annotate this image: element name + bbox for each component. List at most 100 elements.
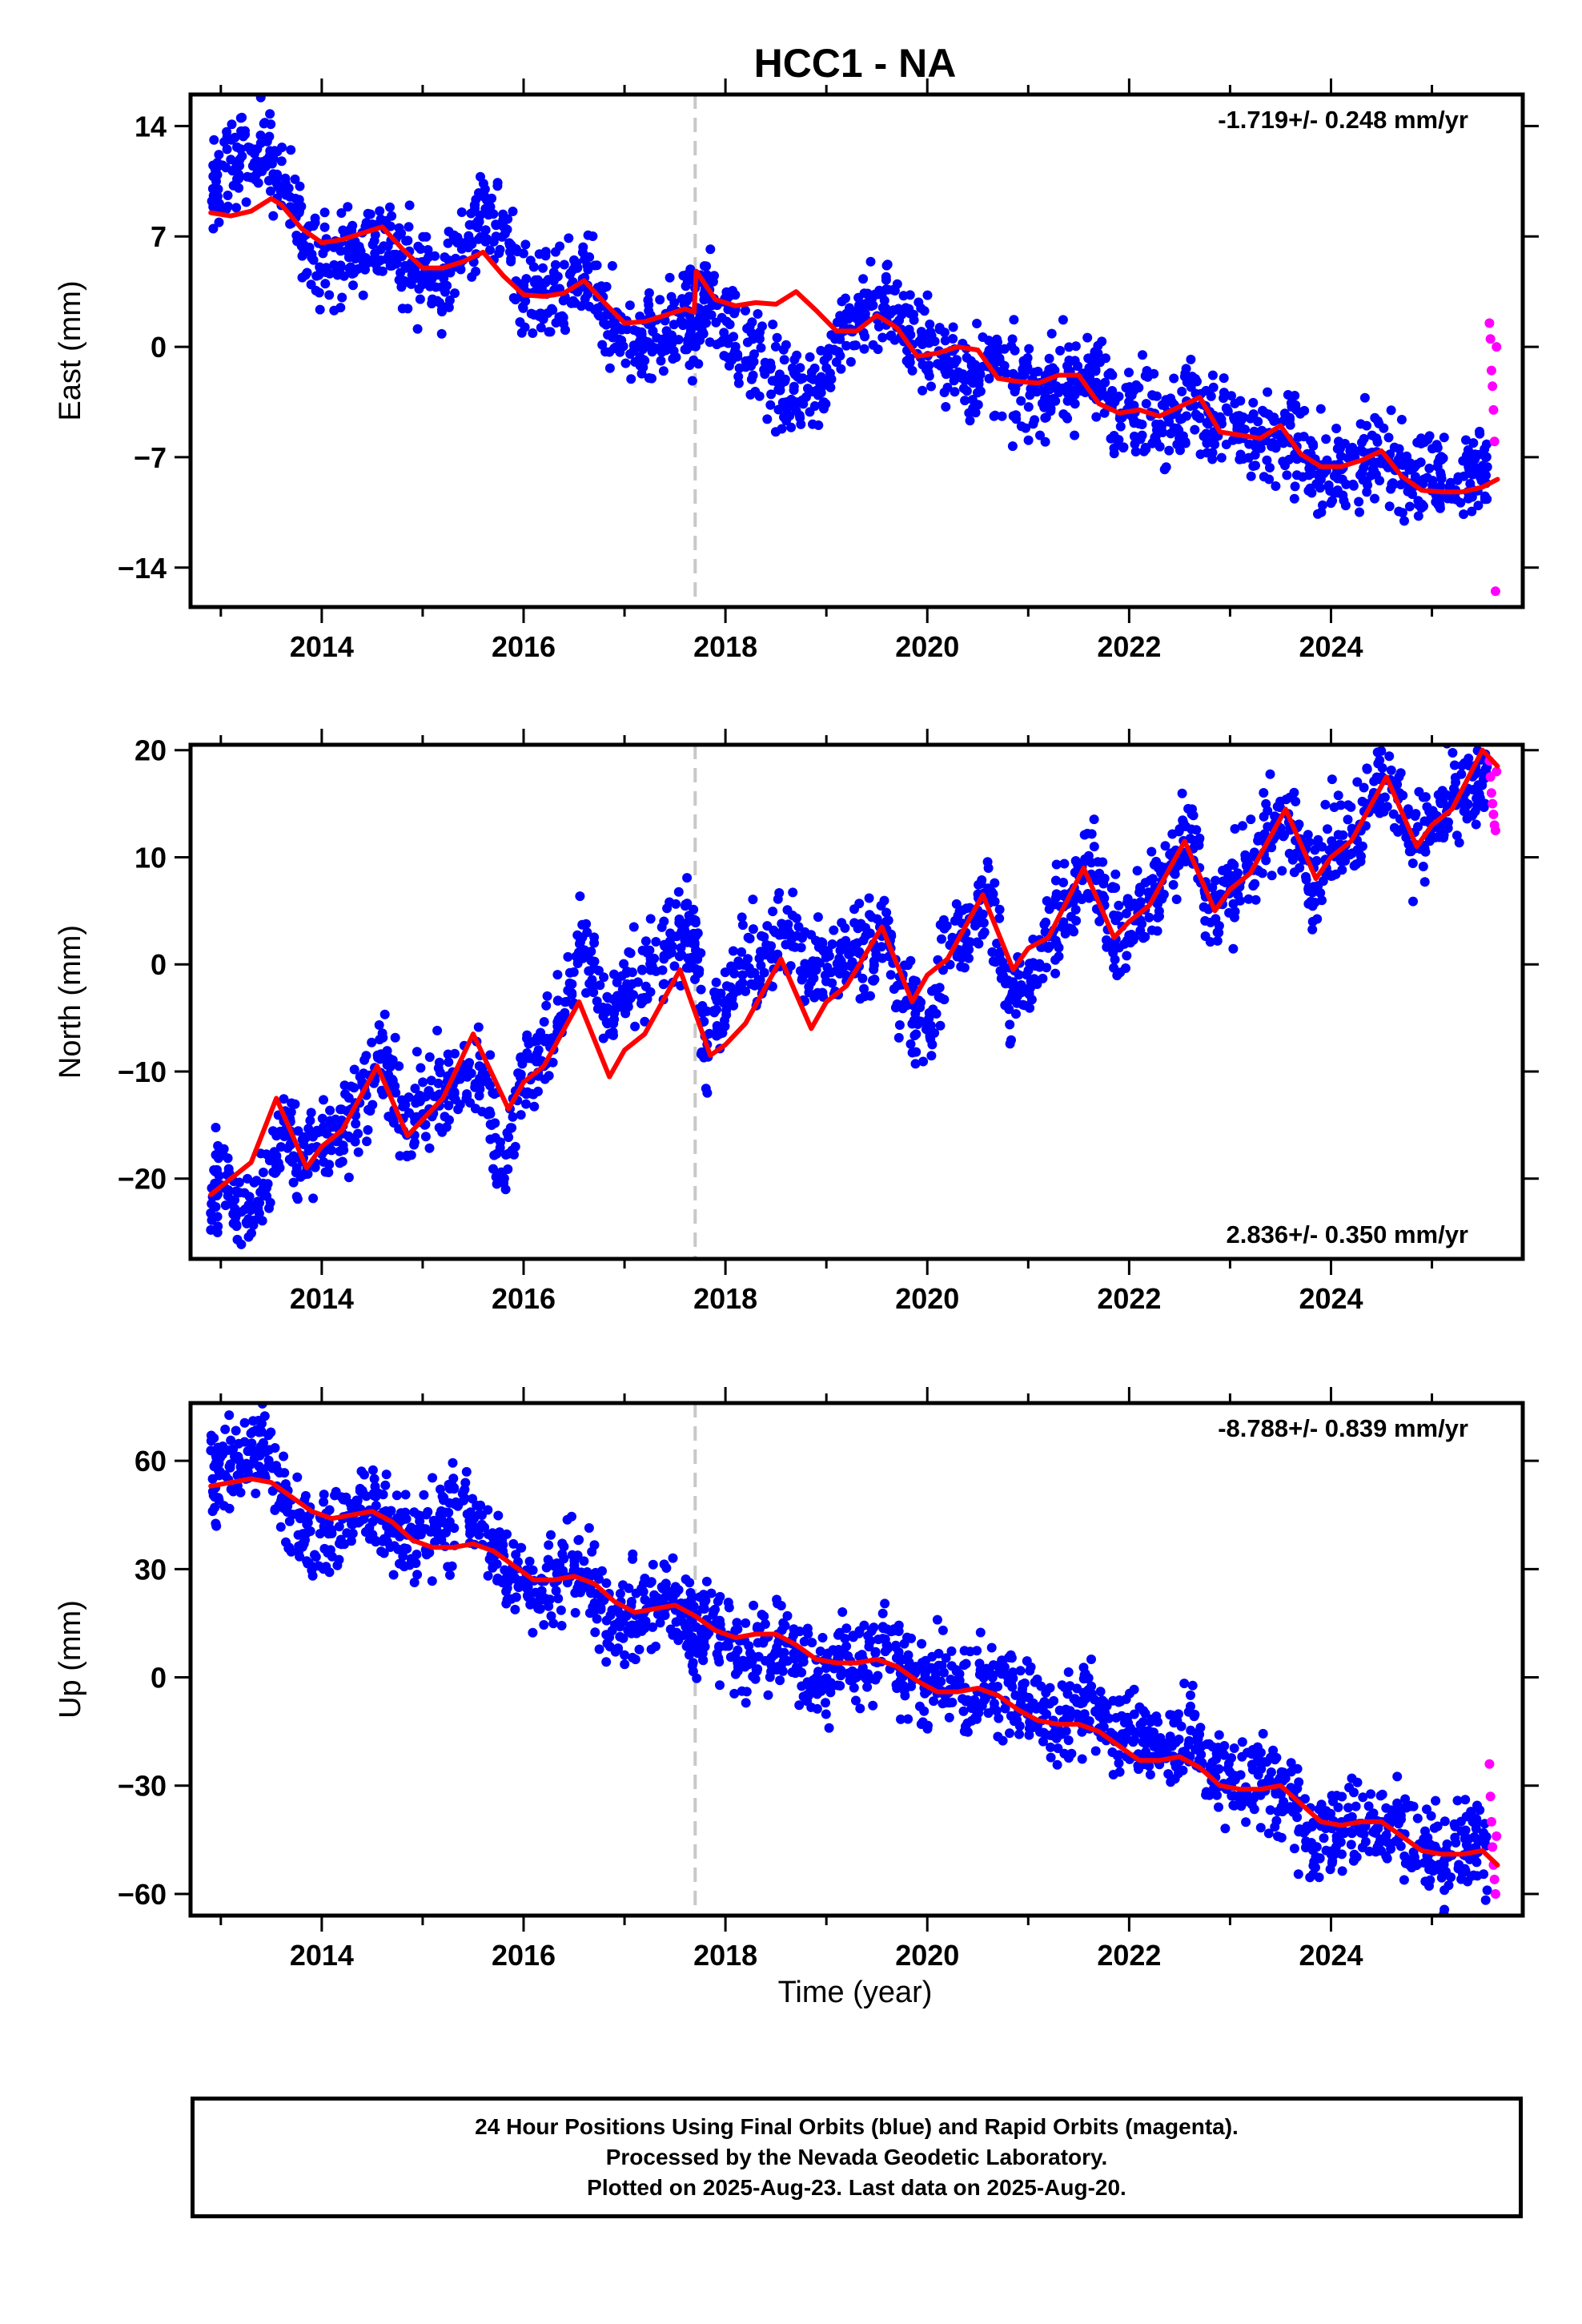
north-final-orbit-point bbox=[817, 937, 827, 947]
north-final-orbit-point bbox=[865, 991, 875, 1001]
up-final-orbit-point bbox=[367, 1517, 378, 1527]
north-final-orbit-point bbox=[541, 1000, 552, 1011]
up-final-orbit-point bbox=[404, 1560, 415, 1570]
north-final-orbit-point bbox=[1135, 884, 1146, 895]
east-final-orbit-point bbox=[270, 146, 279, 156]
east-final-orbit-point bbox=[491, 220, 501, 231]
up-final-orbit-point bbox=[782, 1610, 793, 1621]
north-final-orbit-point bbox=[1024, 988, 1034, 999]
east-final-orbit-point bbox=[360, 264, 370, 275]
east-final-orbit-point bbox=[342, 246, 351, 256]
east-final-orbit-point bbox=[1249, 426, 1259, 436]
north-final-orbit-point bbox=[1418, 792, 1428, 802]
east-final-orbit-point bbox=[469, 219, 479, 230]
up-final-orbit-point bbox=[747, 1656, 757, 1667]
up-final-orbit-point bbox=[803, 1629, 813, 1639]
north-final-orbit-point bbox=[264, 1156, 275, 1166]
east-final-orbit-point bbox=[361, 218, 371, 227]
north-final-orbit-point bbox=[1110, 869, 1121, 879]
up-final-orbit-point bbox=[1035, 1727, 1045, 1737]
east-final-orbit-point bbox=[1216, 452, 1227, 463]
east-final-orbit-point bbox=[320, 279, 331, 289]
up-final-orbit-points bbox=[206, 1403, 1492, 1916]
north-final-orbit-point bbox=[624, 947, 634, 957]
east-final-orbit-point bbox=[529, 310, 540, 320]
up-final-orbit-point bbox=[990, 1703, 1000, 1714]
up-final-orbit-point bbox=[1046, 1742, 1056, 1752]
east-final-orbit-point bbox=[485, 245, 495, 255]
up-final-orbit-point bbox=[975, 1665, 986, 1675]
east-final-orbit-point bbox=[492, 178, 503, 188]
east-final-orbit-point bbox=[1250, 450, 1260, 460]
up-final-orbit-point bbox=[836, 1665, 846, 1675]
east-final-orbit-point bbox=[402, 277, 412, 287]
up-final-orbit-point bbox=[256, 1466, 267, 1477]
north-final-orbit-point bbox=[1401, 832, 1411, 842]
east-final-orbit-point bbox=[1024, 344, 1034, 354]
up-final-orbit-point bbox=[1005, 1728, 1014, 1739]
up-final-orbit-point bbox=[773, 1598, 783, 1609]
up-final-orbit-point bbox=[445, 1570, 455, 1580]
north-final-orbit-point bbox=[671, 899, 681, 909]
up-final-orbit-point bbox=[939, 1667, 949, 1678]
north-final-orbit-point bbox=[1089, 842, 1099, 852]
north-final-orbit-point bbox=[1230, 912, 1239, 923]
north-final-orbit-point bbox=[744, 963, 754, 973]
north-final-orbit-point bbox=[319, 1095, 328, 1105]
up-final-orbit-point bbox=[218, 1441, 228, 1451]
east-final-orbit-point bbox=[1318, 500, 1327, 510]
up-final-orbit-point bbox=[966, 1715, 977, 1726]
north-final-orbit-point bbox=[1075, 893, 1086, 903]
east-final-orbit-point bbox=[1219, 373, 1229, 384]
up-final-orbit-point bbox=[573, 1535, 584, 1546]
north-final-orbit-point bbox=[1301, 871, 1311, 882]
east-final-orbit-point bbox=[1137, 430, 1147, 440]
east-final-orbit-point bbox=[1307, 488, 1317, 498]
north-final-orbit-point bbox=[503, 1164, 513, 1174]
east-final-orbit-point bbox=[231, 203, 242, 213]
east-final-orbit-point bbox=[276, 156, 287, 167]
north-final-orbit-point bbox=[1279, 831, 1289, 842]
east-final-orbit-point bbox=[391, 249, 401, 259]
north-final-orbit-point bbox=[693, 968, 703, 979]
east-final-orbit-point bbox=[1248, 397, 1259, 408]
east-final-orbit-point bbox=[1164, 445, 1174, 456]
up-final-orbit-point bbox=[409, 1507, 420, 1518]
north-final-orbit-point bbox=[236, 1239, 247, 1249]
east-rate-label: -1.719+/- 0.248 mm/yr bbox=[1218, 106, 1468, 134]
north-final-orbit-point bbox=[1207, 883, 1218, 893]
up-final-orbit-point bbox=[460, 1484, 470, 1494]
up-final-orbit-point bbox=[686, 1594, 697, 1604]
east-final-orbit-point bbox=[1070, 430, 1080, 440]
up-final-orbit-point bbox=[889, 1624, 899, 1634]
east-final-orbit-point bbox=[431, 282, 441, 292]
north-final-orbit-point bbox=[857, 973, 868, 983]
north-final-orbit-point bbox=[325, 1105, 335, 1116]
up-final-orbit-point bbox=[601, 1578, 612, 1588]
east-final-orbit-point bbox=[564, 269, 575, 279]
north-final-orbit-point bbox=[737, 970, 748, 980]
east-final-orbit-point bbox=[370, 248, 380, 259]
up-final-orbit-point bbox=[832, 1648, 842, 1659]
east-final-orbit-point bbox=[1040, 436, 1050, 447]
up-final-orbit-point bbox=[544, 1540, 554, 1550]
up-final-orbit-point bbox=[903, 1650, 913, 1660]
north-final-orbit-point bbox=[287, 1156, 297, 1167]
up-final-orbit-point bbox=[570, 1607, 580, 1618]
north-final-orbit-point bbox=[223, 1164, 234, 1174]
east-final-orbit-point bbox=[909, 315, 919, 325]
north-final-orbit-point bbox=[516, 1110, 526, 1120]
north-final-orbit-point bbox=[1420, 846, 1431, 857]
east-final-orbit-point bbox=[265, 109, 275, 119]
up-final-orbit-point bbox=[626, 1628, 636, 1638]
north-final-orbit-point bbox=[737, 947, 747, 957]
east-final-orbit-point bbox=[214, 150, 224, 160]
east-final-orbit-point bbox=[415, 294, 425, 304]
north-final-orbit-point bbox=[1456, 769, 1467, 779]
east-final-orbit-point bbox=[1023, 435, 1034, 445]
up-final-orbit-point bbox=[256, 1426, 267, 1437]
north-final-orbit-point bbox=[636, 964, 647, 975]
north-final-orbit-point bbox=[1205, 937, 1215, 947]
up-final-orbit-point bbox=[628, 1549, 638, 1559]
east-final-orbit-point bbox=[1295, 408, 1306, 419]
